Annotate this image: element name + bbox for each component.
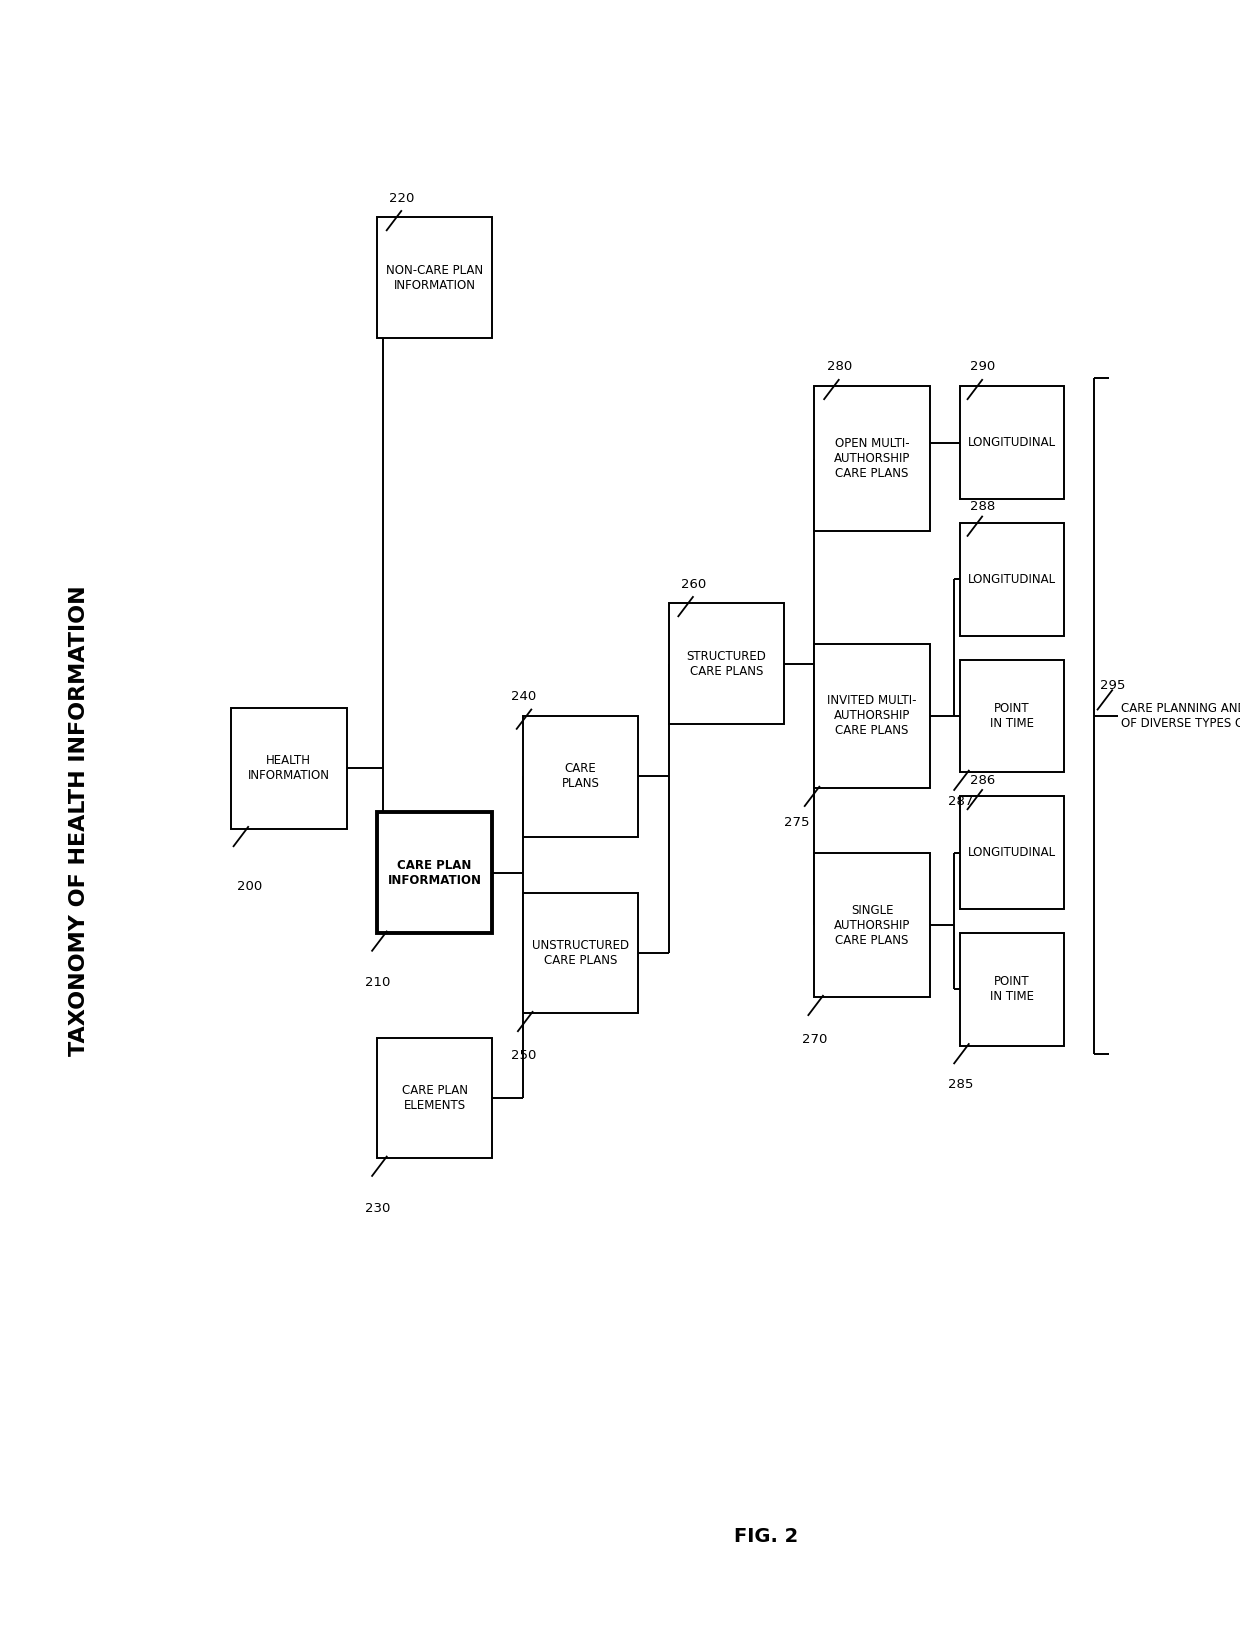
Text: CARE PLANNING AND MANAGEMENT SYSTEM PROVIDES INTEGRATED MANAGEMENT
OF DIVERSE TY: CARE PLANNING AND MANAGEMENT SYSTEM PROV… bbox=[1121, 702, 1240, 730]
Text: 280: 280 bbox=[827, 361, 852, 374]
Text: POINT
IN TIME: POINT IN TIME bbox=[990, 702, 1034, 730]
Text: OPEN MULTI-
AUTHORSHIP
CARE PLANS: OPEN MULTI- AUTHORSHIP CARE PLANS bbox=[835, 437, 910, 481]
FancyBboxPatch shape bbox=[815, 643, 930, 788]
FancyBboxPatch shape bbox=[377, 812, 492, 934]
Text: 270: 270 bbox=[802, 1032, 827, 1045]
Text: NON-CARE PLAN
INFORMATION: NON-CARE PLAN INFORMATION bbox=[386, 264, 484, 292]
Text: 295: 295 bbox=[1100, 679, 1126, 693]
Text: POINT
IN TIME: POINT IN TIME bbox=[990, 975, 1034, 1003]
Text: 250: 250 bbox=[511, 1049, 536, 1062]
FancyBboxPatch shape bbox=[960, 796, 1064, 909]
FancyBboxPatch shape bbox=[960, 523, 1064, 635]
Text: UNSTRUCTURED
CARE PLANS: UNSTRUCTURED CARE PLANS bbox=[532, 939, 629, 967]
Text: 288: 288 bbox=[970, 501, 996, 514]
Text: CARE
PLANS: CARE PLANS bbox=[562, 763, 599, 791]
Text: STRUCTURED
CARE PLANS: STRUCTURED CARE PLANS bbox=[687, 650, 766, 678]
Text: 290: 290 bbox=[970, 361, 996, 374]
Text: CARE PLAN
ELEMENTS: CARE PLAN ELEMENTS bbox=[402, 1085, 467, 1113]
FancyBboxPatch shape bbox=[960, 386, 1064, 499]
FancyBboxPatch shape bbox=[523, 715, 639, 837]
FancyBboxPatch shape bbox=[960, 660, 1064, 773]
Text: TAXONOMY OF HEALTH INFORMATION: TAXONOMY OF HEALTH INFORMATION bbox=[69, 586, 89, 1055]
FancyBboxPatch shape bbox=[377, 218, 492, 338]
Text: 230: 230 bbox=[365, 1201, 391, 1214]
FancyBboxPatch shape bbox=[523, 893, 639, 1014]
FancyBboxPatch shape bbox=[960, 934, 1064, 1045]
Text: 240: 240 bbox=[511, 691, 536, 702]
Text: 210: 210 bbox=[365, 976, 391, 990]
FancyBboxPatch shape bbox=[815, 853, 930, 998]
Text: LONGITUDINAL: LONGITUDINAL bbox=[968, 573, 1056, 586]
FancyBboxPatch shape bbox=[815, 386, 930, 532]
Text: 275: 275 bbox=[784, 816, 810, 829]
Text: 287: 287 bbox=[949, 794, 973, 807]
Text: LONGITUDINAL: LONGITUDINAL bbox=[968, 847, 1056, 860]
Text: HEALTH
INFORMATION: HEALTH INFORMATION bbox=[248, 755, 330, 783]
Text: CARE PLAN
INFORMATION: CARE PLAN INFORMATION bbox=[388, 858, 481, 886]
Text: SINGLE
AUTHORSHIP
CARE PLANS: SINGLE AUTHORSHIP CARE PLANS bbox=[835, 904, 910, 947]
Text: 260: 260 bbox=[681, 578, 706, 591]
Text: INVITED MULTI-
AUTHORSHIP
CARE PLANS: INVITED MULTI- AUTHORSHIP CARE PLANS bbox=[827, 694, 916, 737]
Text: FIG. 2: FIG. 2 bbox=[734, 1526, 799, 1546]
Text: 220: 220 bbox=[389, 192, 414, 205]
FancyBboxPatch shape bbox=[377, 1037, 492, 1159]
Text: 200: 200 bbox=[237, 880, 263, 893]
Text: 285: 285 bbox=[949, 1078, 973, 1091]
Text: LONGITUDINAL: LONGITUDINAL bbox=[968, 437, 1056, 450]
Text: 286: 286 bbox=[970, 773, 996, 786]
FancyBboxPatch shape bbox=[668, 604, 784, 724]
FancyBboxPatch shape bbox=[231, 707, 346, 829]
